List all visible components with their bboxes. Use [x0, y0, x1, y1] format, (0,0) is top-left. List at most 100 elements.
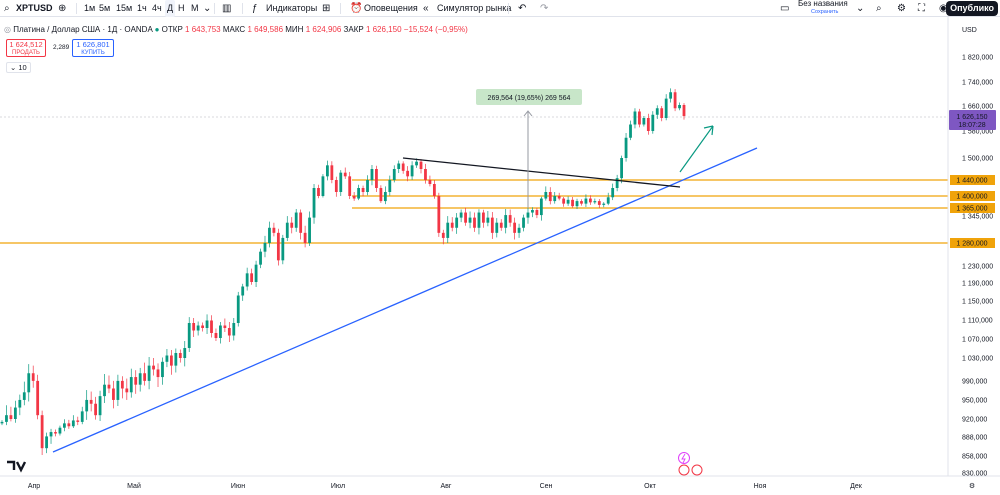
quick-search-icon[interactable]: ⌕	[876, 3, 882, 14]
candle-body	[147, 365, 151, 381]
candle-body	[473, 217, 476, 228]
measure-label-text: 269,564 (19,65%) 269 564	[488, 95, 571, 102]
spread-value: 2,289	[53, 44, 70, 51]
fullscreen-icon[interactable]: ⛶	[918, 3, 925, 14]
candle-body	[241, 286, 245, 296]
layout-menu-icon[interactable]: ▭	[780, 3, 790, 14]
publish-button[interactable]: Опублико	[946, 1, 998, 16]
candle-body	[196, 325, 200, 331]
candle-body	[673, 92, 677, 109]
candle-body	[49, 432, 53, 437]
candle-body	[352, 196, 356, 199]
candle-body	[339, 172, 343, 192]
indicators-button[interactable]: Индикаторы	[266, 3, 318, 13]
candle-body	[624, 137, 628, 158]
symbol-search-button[interactable]: XPTUSD	[16, 3, 53, 13]
candle-body	[334, 180, 338, 192]
candle-body	[441, 232, 445, 238]
indicators-icon[interactable]: ƒ	[252, 3, 258, 14]
layout-name[interactable]: Без названия	[798, 0, 848, 8]
price-tick-label: 830,000	[962, 471, 987, 478]
candle-body	[432, 184, 436, 196]
price-tick-label: 1 150,000	[962, 299, 993, 306]
candle-body	[0, 421, 4, 424]
candle-body	[129, 377, 133, 393]
candle-body	[419, 161, 423, 169]
candle-body	[477, 212, 481, 228]
price-tick-label: 1 740,000	[962, 80, 993, 87]
buy-button[interactable]: 1 626,801 КУПИТЬ	[72, 39, 114, 57]
candle-body	[571, 199, 574, 207]
level-price-label: 1 280,000	[956, 241, 987, 248]
gear-icon[interactable]: ⚙	[897, 3, 906, 14]
candle-body	[575, 201, 579, 207]
candle-body	[678, 105, 681, 109]
candle-body	[192, 323, 196, 331]
indicators-collapse-toggle[interactable]: ⌄ 10	[6, 62, 31, 73]
economic-event-flag-icon	[678, 464, 690, 476]
alarm-clock-icon[interactable]: ⏰	[350, 3, 363, 14]
candle-body	[76, 420, 80, 422]
candle-body	[482, 212, 485, 223]
candles-chart-type-icon[interactable]: ▥	[222, 3, 232, 14]
candle-body	[588, 198, 592, 203]
drawings: 269,564 (19,65%) 269 564	[7, 89, 758, 476]
timeframe-1w[interactable]: Н	[178, 3, 185, 13]
chevron-down-icon[interactable]: ⌄	[203, 3, 212, 14]
candle-body	[388, 180, 392, 192]
redo-icon[interactable]: ↷	[540, 3, 549, 14]
axis-currency: USD	[962, 27, 977, 34]
event-lightning-icon	[678, 452, 690, 464]
timeframe-15m[interactable]: 15м	[116, 3, 133, 13]
candle-body	[651, 114, 655, 131]
candle-body	[548, 192, 552, 202]
candle-body	[642, 118, 646, 125]
timeframe-1h[interactable]: 1ч	[137, 3, 147, 13]
candle-body	[152, 365, 155, 370]
timeframe-1m[interactable]: 1м	[84, 3, 96, 13]
chevron-down-icon[interactable]: ⌄	[856, 3, 865, 14]
candle-body	[375, 169, 378, 188]
price-axis-ticks: 1 820,000 1 740,000 1 660,000 1 580,000 1 50…	[949, 55, 996, 478]
legend-close-label: ЗАКР	[343, 25, 364, 34]
candle-body	[539, 198, 543, 216]
replay-button[interactable]: Симулятор рынка	[437, 3, 512, 13]
search-icon[interactable]: ⌕	[4, 3, 10, 14]
sell-button[interactable]: 1 624,512 ПРОДАТЬ	[6, 39, 46, 57]
price-tick-label: 1 030,000	[962, 356, 993, 363]
candle-body	[143, 373, 147, 381]
candle-body	[468, 217, 472, 223]
candle-body	[259, 251, 262, 265]
timeframe-1d[interactable]: Д	[165, 0, 176, 17]
timeframe-4h[interactable]: 4ч	[152, 3, 162, 13]
candle-body	[183, 348, 187, 358]
time-tick-label: Июл	[331, 483, 345, 490]
undo-icon[interactable]: ↶	[518, 3, 527, 14]
candle-body	[13, 407, 17, 419]
price-tick-label: 990,000	[962, 379, 987, 386]
candle-body	[655, 108, 659, 115]
candle-body	[165, 355, 169, 362]
compare-add-icon[interactable]: ⊕	[58, 3, 67, 14]
alerts-button[interactable]: Оповещения	[364, 3, 418, 13]
candle-body	[103, 384, 106, 397]
candle-body	[392, 169, 396, 180]
toolbar-divider	[214, 3, 215, 14]
templates-icon[interactable]: ⊞	[322, 3, 331, 14]
level-price-label: 1 400,000	[956, 194, 987, 201]
replay-icon[interactable]: «	[423, 3, 429, 14]
price-tick-label: 858,000	[962, 454, 987, 461]
legend-title[interactable]: Платина / Доллар США · 1Д · OANDA	[13, 25, 153, 34]
price-tick-label: 1 345,000	[962, 214, 993, 221]
timeframe-5m[interactable]: 5м	[99, 3, 111, 13]
timeframe-1mo[interactable]: М	[191, 3, 199, 13]
candle-body	[63, 423, 66, 428]
candle-body	[633, 111, 637, 125]
camera-icon[interactable]: ◉	[939, 3, 948, 14]
toolbar-divider	[76, 3, 77, 14]
layout-save-status[interactable]: Сохранить	[811, 9, 839, 15]
candle-body	[526, 212, 530, 218]
candle-body	[299, 212, 303, 233]
time-tick-label: Ноя	[754, 483, 767, 490]
